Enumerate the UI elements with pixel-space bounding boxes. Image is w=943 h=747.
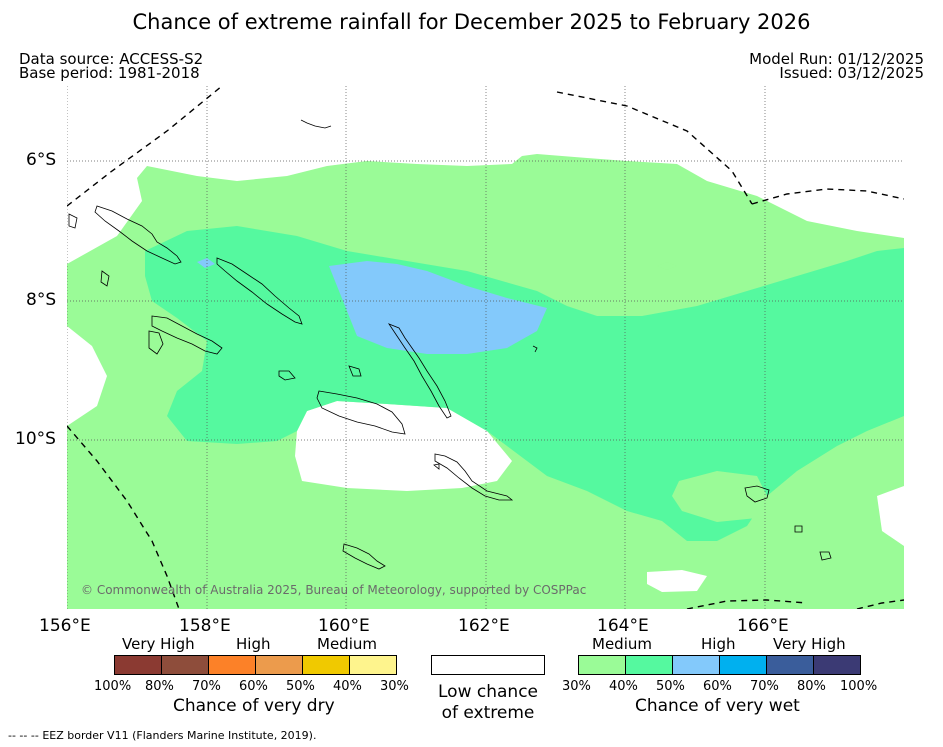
wet-group-high: High <box>701 635 736 653</box>
island-vella-lavella <box>148 330 164 355</box>
lat-label-8s: 8°S <box>26 290 57 310</box>
wet-tick-30: 30% <box>562 679 591 694</box>
lon-label-158e: 158°E <box>179 616 231 636</box>
island-russell <box>278 370 296 381</box>
wet-tick-70: 70% <box>750 679 779 694</box>
lat-label-10s: 10°S <box>15 429 56 449</box>
dry-tick-70: 70% <box>192 679 221 694</box>
lon-label-164e: 164°E <box>597 616 649 636</box>
island-ontong-java <box>300 119 332 129</box>
dry-tick-40: 40% <box>333 679 362 694</box>
rainfall-map <box>67 86 904 609</box>
map-canvas <box>67 86 904 609</box>
wet-swatch-6 <box>813 655 861 675</box>
lat-label-6s: 6°S <box>26 150 57 170</box>
dry-tick-30: 30% <box>380 679 409 694</box>
chart-title: Chance of extreme rainfall for December … <box>132 10 811 34</box>
low-chance-region-2 <box>647 570 707 592</box>
neutral-swatch <box>431 655 545 675</box>
base-period-text: Base period: 1981-2018 <box>19 64 200 82</box>
island-malaita <box>434 453 514 501</box>
island-sikaiana <box>532 345 538 353</box>
model-run-text: Model Run: 01/12/2025 <box>749 50 924 68</box>
lon-label-166e: 166°E <box>737 616 789 636</box>
island-vanikoro <box>819 551 832 561</box>
eez-borders <box>67 86 904 609</box>
wet-high-patch <box>197 258 215 268</box>
eez-border-se-2 <box>856 599 904 609</box>
eez-border-ne <box>556 91 753 205</box>
island-rennell <box>433 463 440 470</box>
island-makira <box>342 543 386 570</box>
eez-border-se <box>686 599 808 609</box>
eez-note-text: EEZ border V11 (Flanders Marine Institut… <box>42 729 317 742</box>
dry-swatch-4 <box>255 655 303 675</box>
wet-swatch-2 <box>625 655 673 675</box>
dry-swatch-6 <box>349 655 397 675</box>
island-guadalcanal <box>316 390 406 435</box>
wet-swatch-3 <box>672 655 720 675</box>
eez-footnote: -- -- -- EEZ border V11 (Flanders Marine… <box>8 729 316 742</box>
wet-tick-50: 50% <box>656 679 685 694</box>
wet-legend-title: Chance of very wet <box>635 696 800 716</box>
eez-line-marker: -- -- -- <box>8 729 39 742</box>
eez-border-nw <box>67 86 223 207</box>
lon-label-160e: 160°E <box>318 616 370 636</box>
eez-border-sw <box>67 425 180 609</box>
island-utupua <box>794 525 803 533</box>
dry-tick-50: 50% <box>286 679 315 694</box>
lon-label-162e: 162°E <box>458 616 510 636</box>
island-nw-fragment <box>68 213 78 229</box>
dry-group-very-high: Very High <box>122 635 195 653</box>
island-santa-cruz <box>744 485 770 503</box>
low-chance-region <box>295 401 512 491</box>
wet-medium-patch-2 <box>657 262 677 270</box>
wet-medium-high-region <box>145 226 904 541</box>
dry-swatch-1 <box>114 655 162 675</box>
wet-tick-80: 80% <box>797 679 826 694</box>
wet-group-medium: Medium <box>592 635 652 653</box>
dry-legend-title: Chance of very dry <box>173 696 335 716</box>
wet-high-region <box>329 261 547 354</box>
wet-swatch-1 <box>578 655 626 675</box>
wet-medium-patch <box>672 471 767 522</box>
graticule <box>67 86 904 609</box>
island-santa-isabel <box>387 323 452 419</box>
data-source-text: Data source: ACCESS-S2 <box>19 50 204 68</box>
neutral-title-line1: Low chance <box>438 682 538 702</box>
wet-group-very-high: Very High <box>773 635 846 653</box>
dry-tick-80: 80% <box>145 679 174 694</box>
dry-swatch-3 <box>208 655 256 675</box>
island-new-georgia <box>151 315 223 355</box>
island-florida <box>348 365 362 377</box>
dry-group-high: High <box>236 635 271 653</box>
wet-tick-60: 60% <box>703 679 732 694</box>
eez-border-e <box>751 188 904 205</box>
dry-tick-60: 60% <box>239 679 268 694</box>
island-choiseul <box>216 257 303 325</box>
copyright-text: © Commonwealth of Australia 2025, Bureau… <box>81 583 587 597</box>
land-outlines <box>68 119 832 570</box>
wet-tick-40: 40% <box>609 679 638 694</box>
dry-group-medium: Medium <box>317 635 377 653</box>
lon-label-156e: 156°E <box>39 616 91 636</box>
low-chance-region-4 <box>67 326 107 426</box>
wet-medium-patch-3 <box>767 262 792 271</box>
dry-tick-100: 100% <box>94 679 132 694</box>
dry-swatch-2 <box>161 655 209 675</box>
dry-swatch-5 <box>302 655 350 675</box>
issued-text: Issued: 03/12/2025 <box>779 64 924 82</box>
island-bougainville <box>94 205 182 265</box>
neutral-title-line2: of extreme <box>441 703 535 723</box>
wet-swatch-4 <box>719 655 767 675</box>
wet-swatch-5 <box>766 655 814 675</box>
low-chance-region-3 <box>877 486 904 546</box>
wet-tick-100: 100% <box>840 679 878 694</box>
island-shortlands <box>100 270 110 287</box>
